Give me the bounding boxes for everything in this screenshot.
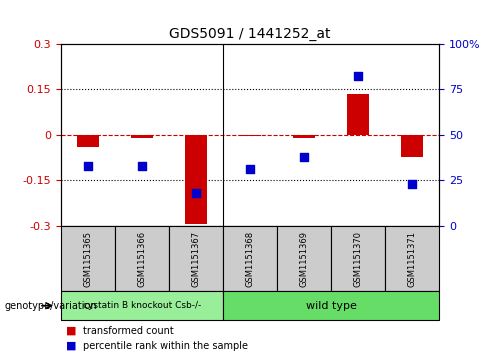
Bar: [293, 135, 315, 138]
Bar: [401, 135, 423, 158]
Text: GSM1151366: GSM1151366: [138, 231, 146, 286]
Text: genotype/variation: genotype/variation: [5, 301, 98, 311]
Point: [138, 163, 146, 168]
Text: GSM1151365: GSM1151365: [83, 231, 93, 286]
Bar: [185, 135, 207, 224]
Text: GSM1151367: GSM1151367: [192, 231, 201, 286]
Text: GSM1151368: GSM1151368: [245, 231, 255, 286]
Bar: [77, 135, 99, 147]
Point: [192, 190, 200, 196]
Point: [408, 181, 416, 187]
Text: GSM1151369: GSM1151369: [300, 231, 308, 286]
Text: wild type: wild type: [305, 301, 357, 311]
Text: transformed count: transformed count: [83, 326, 174, 336]
Text: percentile rank within the sample: percentile rank within the sample: [83, 340, 248, 351]
Point: [84, 163, 92, 168]
Bar: [347, 94, 369, 135]
Title: GDS5091 / 1441252_at: GDS5091 / 1441252_at: [169, 27, 331, 41]
Text: cystatin B knockout Csb-/-: cystatin B knockout Csb-/-: [83, 301, 201, 310]
Point: [354, 73, 362, 79]
Point: [300, 154, 308, 159]
Bar: [239, 135, 261, 136]
Text: ■: ■: [66, 326, 77, 336]
Text: ■: ■: [66, 340, 77, 351]
Bar: [131, 135, 153, 138]
Point: [246, 166, 254, 172]
Text: GSM1151370: GSM1151370: [354, 231, 363, 286]
Text: GSM1151371: GSM1151371: [407, 231, 417, 286]
